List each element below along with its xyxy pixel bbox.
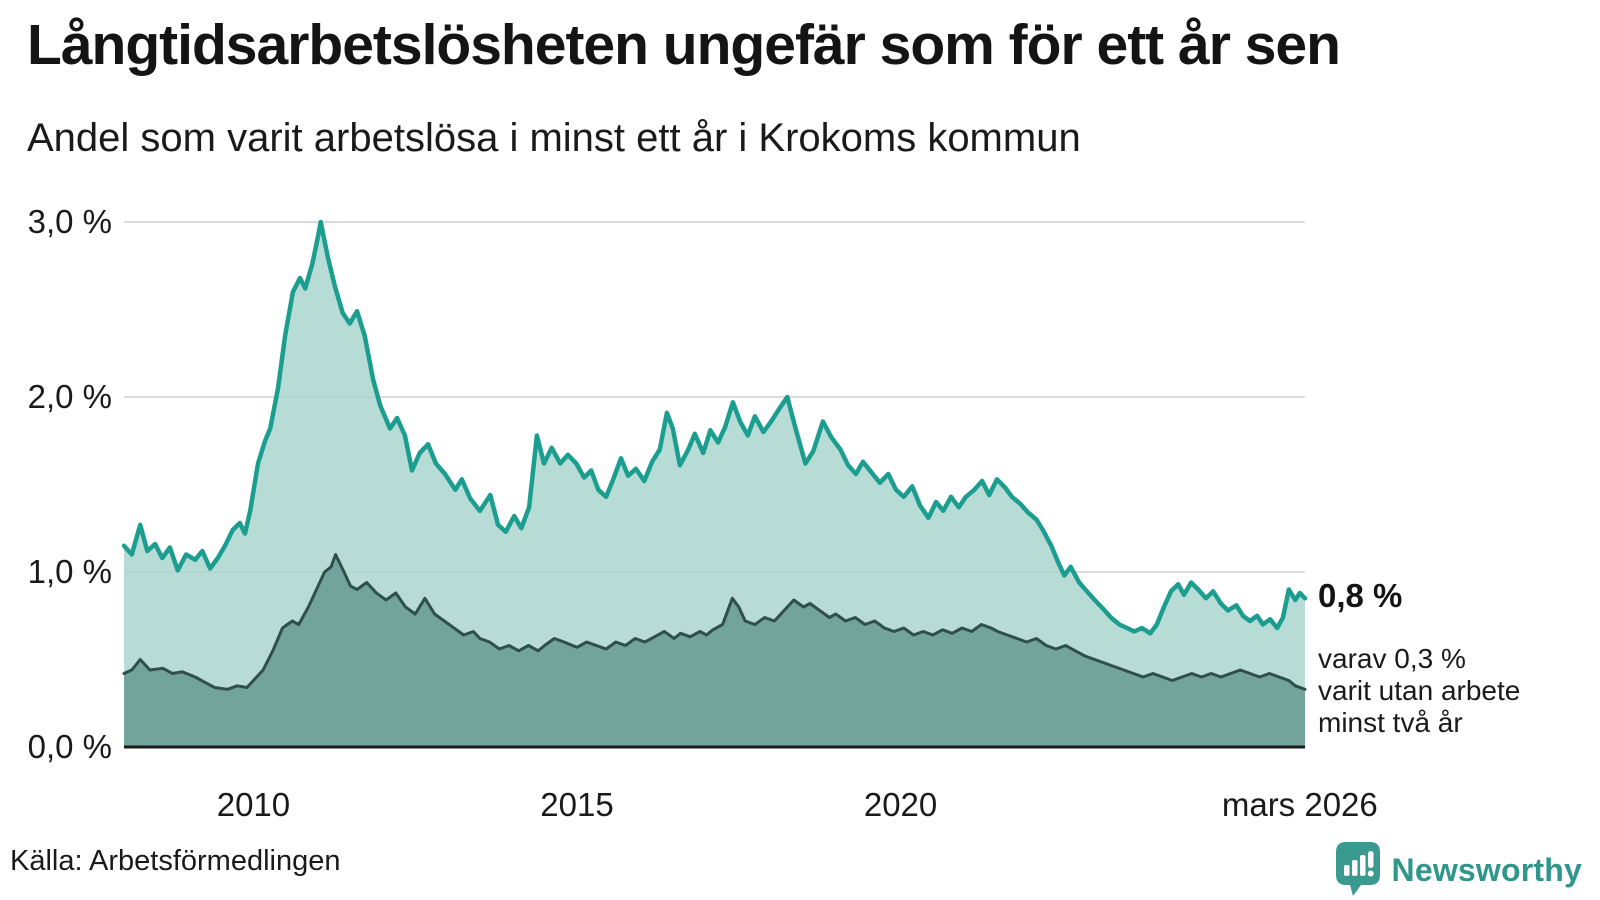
series-twoyear-line: [122, 553, 1307, 691]
newsworthy-logo: Newsworthy: [1335, 840, 1582, 900]
x-tick-label: 2020: [863, 786, 938, 823]
source-credit: Källa: Arbetsförmedlingen: [10, 845, 341, 877]
y-tick-label: 2,0 %: [27, 378, 112, 415]
x-tick-label: 2010: [216, 786, 291, 823]
y-tick-label: 1,0 %: [27, 553, 112, 590]
x-tick-label: mars 2026: [1221, 786, 1378, 823]
newsworthy-logo-icon: [1335, 842, 1380, 896]
series-total-line: [121, 219, 1308, 636]
y-tick-label: 0,0 %: [27, 728, 112, 765]
chart-title: Långtidsarbetslösheten ungefär som för e…: [27, 13, 1341, 77]
chart-subtitle: Andel som varit arbetslösa i minst ett å…: [27, 116, 1081, 160]
series-twoyear-area: [124, 554, 1305, 747]
y-tick-label: 3,0 %: [27, 203, 112, 240]
x-tick-label: 2015: [540, 786, 614, 823]
end-note-label: varav 0,3 % varit utan arbete minst två …: [1318, 643, 1521, 738]
end-value-label: 0,8 %: [1318, 577, 1403, 614]
newsworthy-logo-text: Newsworthy: [1391, 851, 1582, 888]
